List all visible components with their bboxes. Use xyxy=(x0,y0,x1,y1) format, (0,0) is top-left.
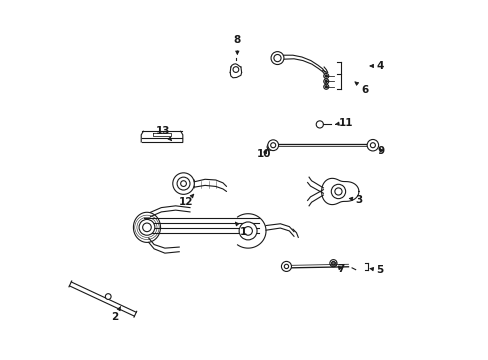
Circle shape xyxy=(366,139,378,151)
Circle shape xyxy=(142,223,151,231)
Circle shape xyxy=(273,54,281,62)
Circle shape xyxy=(180,181,186,186)
Circle shape xyxy=(325,86,326,88)
Text: 12: 12 xyxy=(179,194,193,207)
Circle shape xyxy=(329,260,336,267)
Circle shape xyxy=(139,220,155,235)
Text: 3: 3 xyxy=(348,195,362,205)
Circle shape xyxy=(266,144,273,150)
Polygon shape xyxy=(133,212,160,242)
Circle shape xyxy=(325,80,326,82)
Text: 7: 7 xyxy=(336,264,344,274)
Circle shape xyxy=(267,140,278,150)
Text: 1: 1 xyxy=(235,222,247,237)
Circle shape xyxy=(325,75,326,77)
Circle shape xyxy=(172,173,194,194)
Circle shape xyxy=(281,261,291,271)
Circle shape xyxy=(244,226,252,235)
Circle shape xyxy=(323,79,328,84)
Circle shape xyxy=(316,121,323,128)
Text: 11: 11 xyxy=(335,118,352,128)
Circle shape xyxy=(233,67,238,72)
Circle shape xyxy=(369,143,375,148)
Text: 4: 4 xyxy=(369,61,383,71)
Text: 5: 5 xyxy=(369,265,383,275)
Circle shape xyxy=(323,73,328,78)
Text: 8: 8 xyxy=(233,35,241,54)
Polygon shape xyxy=(321,178,358,204)
Circle shape xyxy=(334,188,341,195)
Text: 9: 9 xyxy=(377,146,384,156)
Circle shape xyxy=(105,294,111,300)
Circle shape xyxy=(270,143,275,148)
Text: 13: 13 xyxy=(155,126,171,141)
Circle shape xyxy=(331,261,335,265)
Text: 2: 2 xyxy=(111,307,120,322)
Circle shape xyxy=(177,177,190,190)
Text: 6: 6 xyxy=(354,82,367,95)
Circle shape xyxy=(330,184,345,199)
Circle shape xyxy=(270,51,284,64)
Circle shape xyxy=(284,264,288,269)
Text: 10: 10 xyxy=(257,149,271,159)
Circle shape xyxy=(239,222,257,240)
Circle shape xyxy=(323,84,328,89)
